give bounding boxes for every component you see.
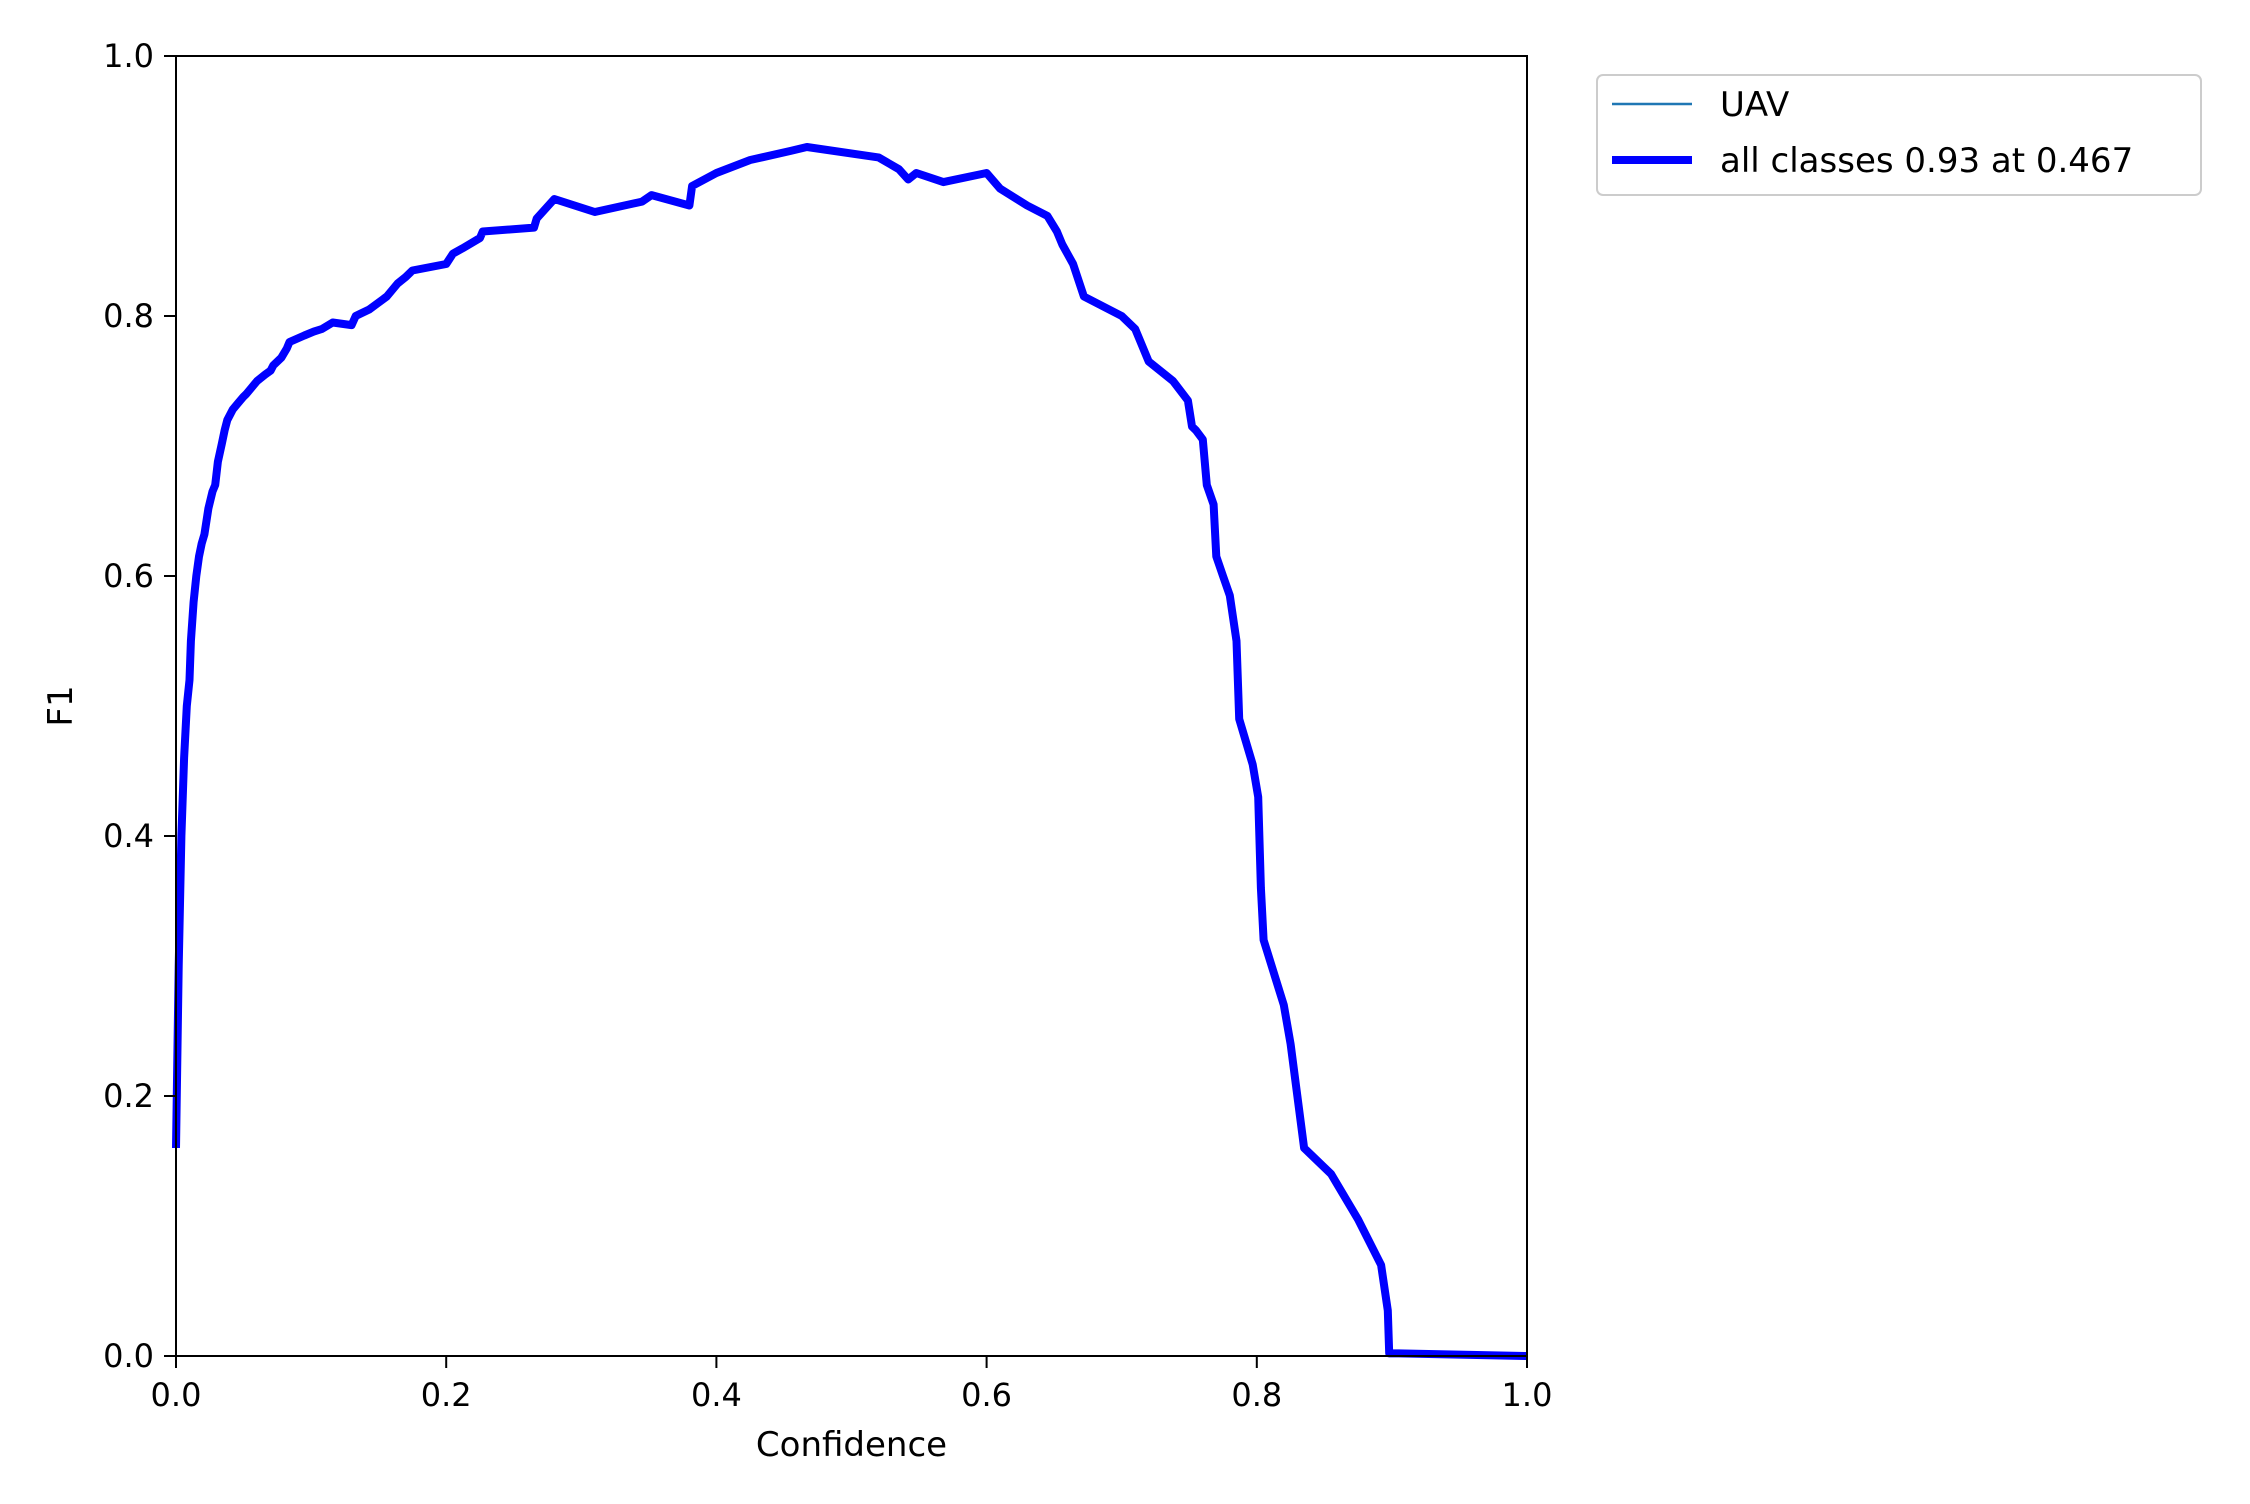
y-tick-label: 0.4	[103, 817, 154, 855]
x-axis: 0.0 0.2 0.4 0.6 0.8 1.0	[151, 1356, 1553, 1414]
legend-label-0: UAV	[1720, 85, 1789, 125]
series-line-1	[172, 143, 1528, 1360]
x-tick-label: 0.2	[421, 1376, 472, 1414]
y-axis: 0.0 0.2 0.4 0.6 0.8 1.0	[103, 37, 176, 1375]
y-tick-label: 0.6	[103, 557, 154, 595]
x-tick-label: 0.4	[691, 1376, 742, 1414]
plot-frame	[175, 55, 1528, 1357]
y-tick-label: 0.2	[103, 1077, 154, 1115]
x-tick-label: 0.0	[151, 1376, 202, 1414]
legend-box	[1596, 74, 2202, 196]
legend: UAV all classes 0.93 at 0.467	[1596, 74, 2202, 196]
y-tick-label: 1.0	[103, 37, 154, 75]
legend-label-1: all classes 0.93 at 0.467	[1720, 141, 2133, 181]
y-tick-label: 0.0	[103, 1337, 154, 1375]
plot-area	[172, 55, 1528, 1360]
x-tick-label: 1.0	[1502, 1376, 1553, 1414]
x-tick-label: 0.8	[1231, 1376, 1282, 1414]
x-axis-title: Confidence	[756, 1425, 947, 1465]
y-tick-label: 0.8	[103, 297, 154, 335]
y-axis-title: F1	[41, 685, 81, 726]
x-tick-label: 0.6	[961, 1376, 1012, 1414]
